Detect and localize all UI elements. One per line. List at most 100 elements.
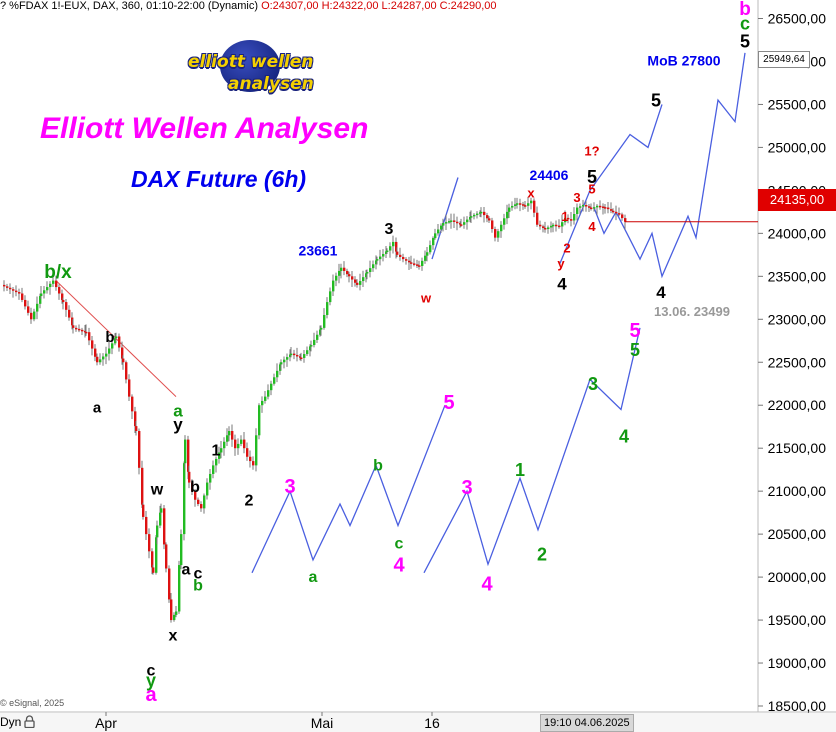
candle-down [131,396,134,412]
last-price-tag: 24135,00 [758,189,836,211]
candle-up [280,362,283,365]
candle-up [156,525,159,538]
candle-down [491,220,494,230]
candle-up [286,357,289,360]
candle-down [459,223,462,225]
wave-label: b/x [44,262,72,283]
candle-up [36,303,39,312]
wave-label: 1 [212,443,221,460]
candle-up [320,327,323,330]
candle-up [372,264,375,269]
candle-down [81,329,84,332]
candle-down [542,226,545,228]
wave-label: w [420,290,432,305]
candle-up [564,217,567,223]
lock-icon[interactable] [24,715,35,728]
candle-down [536,212,539,225]
candle-up [215,458,218,466]
candle-up [209,473,212,483]
candle-down [296,354,299,357]
wave-label: c [740,13,750,33]
wave-label: 2 [245,493,254,510]
candle-up [506,211,509,219]
candle-down [141,467,144,505]
candle-down [27,306,30,313]
candle-up [184,439,187,464]
candle-up [261,400,264,406]
candle-up [440,225,443,230]
candle-down [524,205,527,207]
candle-up [389,246,392,251]
candle-down [405,259,408,261]
wave-label: y [146,671,156,691]
wave-label: b [105,329,114,346]
x-tick-label: Mai [311,715,334,731]
candle-up [105,353,108,357]
candle-down [610,209,613,211]
candle-up [329,291,332,303]
candle-down [602,206,605,208]
wave-label: 5 [587,167,597,187]
wave-label: 1? [584,144,599,159]
candle-up [573,214,576,221]
candle-down [122,358,125,363]
candle-up [46,287,49,291]
wave-label: a [182,561,191,578]
candle-down [134,411,137,427]
candle-up [206,482,209,496]
candle-up [379,256,382,260]
crosshair-date-tag: 19:10 04.06.2025 [540,714,634,732]
candle-down [243,439,246,449]
y-tick-label: 23500,00 [768,268,827,284]
candle-down [78,328,81,331]
candle-down [231,431,234,440]
candle-down [62,299,65,303]
candle-down [413,263,416,265]
candle-down [351,276,354,280]
candle-up [173,614,176,621]
candle-down [356,282,359,285]
wave-label: b [190,479,200,496]
candle-down [145,516,148,535]
candle-down [408,260,411,263]
wave-label: 4 [557,274,567,293]
candle-down [249,456,252,462]
candle-down [615,211,618,214]
candle-down [621,214,624,219]
candle-up [376,259,379,261]
candle-up [289,354,292,358]
wave-label: 2 [563,241,570,256]
candle-up [338,270,341,276]
candle-down [346,270,349,275]
candle-down [488,218,491,221]
x-tick-label: Apr [95,715,117,731]
candle-up [115,336,118,339]
y-tick-label: 23000,00 [768,311,827,327]
candle-down [91,340,94,349]
candle-up [429,245,432,253]
eu-flag-globe-icon [220,40,280,92]
ohlc-values: O:24307,00 H:24322,00 L:24287,00 C:24290… [261,0,497,12]
wave-label: c [147,663,156,680]
candle-up [421,260,424,266]
wave-label: 5 [629,320,640,342]
wave-label: a [309,569,318,586]
session-mode-label[interactable]: Dyn [0,715,22,729]
candle-down [354,279,357,283]
wave-label: 1 [515,460,525,480]
candle-up [326,302,329,315]
candle-down [30,312,33,320]
wave-label: w [150,481,164,498]
wave-label: 5 [588,181,595,196]
candle-down [483,211,486,216]
candle-up [593,207,596,209]
candle-up [212,465,215,474]
wave-label: c [194,566,203,583]
y-tick-label: 19000,00 [768,655,827,671]
candle-down [399,254,402,257]
candle-down [168,568,171,600]
y-tick-label: 26500,00 [768,11,827,27]
candle-up [52,280,55,284]
chart-status-line: ? %FDAX 1!-EUX, DAX, 360, 01:10-22:00 (D… [0,0,497,12]
projection-path [593,52,746,279]
